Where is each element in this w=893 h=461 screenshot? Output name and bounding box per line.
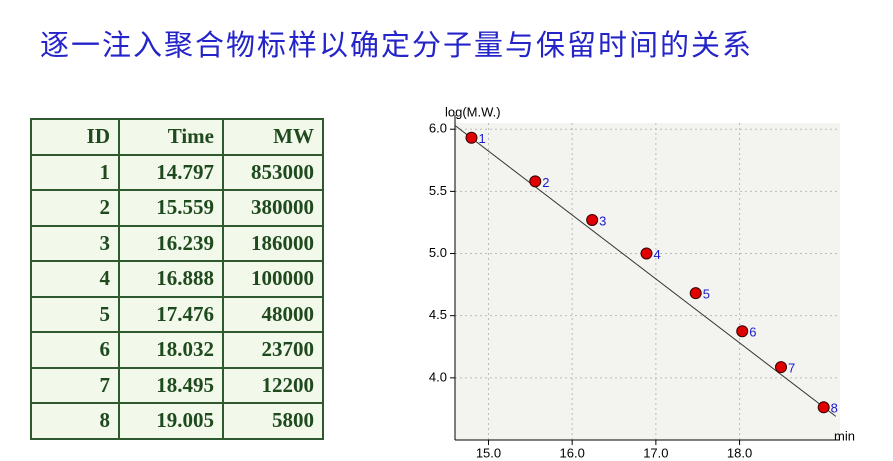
table-cell: 12200 bbox=[222, 366, 324, 404]
table-row: 3 16.239 186000 bbox=[30, 224, 324, 262]
point-label: 7 bbox=[788, 361, 795, 376]
table-cell: 100000 bbox=[222, 260, 324, 298]
data-point bbox=[529, 175, 542, 188]
table-cell: 7 bbox=[30, 366, 120, 404]
table-row: 6 18.032 23700 bbox=[30, 331, 324, 369]
table-cell: 17.476 bbox=[118, 295, 224, 333]
data-point bbox=[465, 131, 478, 144]
table-cell: 19.005 bbox=[118, 402, 224, 440]
table-row: 4 16.888 100000 bbox=[30, 260, 324, 298]
table-cell: 2 bbox=[30, 189, 120, 227]
point-label: 6 bbox=[749, 325, 756, 340]
table-row: 8 19.005 5800 bbox=[30, 402, 324, 440]
table-cell: 5 bbox=[30, 295, 120, 333]
plot-area bbox=[455, 123, 840, 440]
table-cell: 14.797 bbox=[118, 153, 224, 191]
y-tick-label: 4.0 bbox=[429, 369, 447, 384]
table-row: 7 18.495 12200 bbox=[30, 366, 324, 404]
point-label: 2 bbox=[542, 175, 549, 190]
table-row: 5 17.476 48000 bbox=[30, 295, 324, 333]
table-row: 2 15.559 380000 bbox=[30, 189, 324, 227]
table-cell: 16.888 bbox=[118, 260, 224, 298]
header-cell: ID bbox=[30, 118, 120, 156]
header-row: ID Time MW bbox=[30, 118, 324, 156]
y-tick-label: 5.5 bbox=[429, 183, 447, 198]
point-label: 3 bbox=[599, 213, 606, 228]
x-axis-label: min bbox=[834, 428, 855, 443]
data-table: ID Time MW 1 14.797 853000 2 15.559 380000 3 16.23… bbox=[30, 118, 324, 440]
slide-title: 逐一注入聚合物标样以确定分子量与保留时间的关系 bbox=[40, 30, 754, 62]
point-label: 1 bbox=[478, 131, 485, 146]
data-point bbox=[817, 401, 830, 414]
header-cell: Time bbox=[118, 118, 224, 156]
x-tick-label: 15.0 bbox=[476, 445, 501, 460]
table-cell: 18.032 bbox=[118, 331, 224, 369]
table-cell: 18.495 bbox=[118, 366, 224, 404]
table-cell: 380000 bbox=[222, 189, 324, 227]
fit-line bbox=[454, 125, 837, 417]
point-label: 5 bbox=[703, 287, 710, 302]
table-row: 1 14.797 853000 bbox=[30, 153, 324, 191]
table-cell: 23700 bbox=[222, 331, 324, 369]
table-cell: 3 bbox=[30, 224, 120, 262]
y-axis-label: log(M.W.) bbox=[445, 104, 501, 119]
point-label: 8 bbox=[831, 401, 838, 416]
table-cell: 15.559 bbox=[118, 189, 224, 227]
table-cell: 5800 bbox=[222, 402, 324, 440]
table-cell: 16.239 bbox=[118, 224, 224, 262]
data-point bbox=[736, 325, 749, 338]
x-tick-label: 16.0 bbox=[560, 445, 585, 460]
y-tick-label: 5.0 bbox=[429, 245, 447, 260]
x-tick-label: 17.0 bbox=[643, 445, 668, 460]
table-cell: 186000 bbox=[222, 224, 324, 262]
data-point bbox=[774, 361, 787, 374]
data-point bbox=[640, 247, 653, 260]
table-cell: 6 bbox=[30, 331, 120, 369]
header-cell: MW bbox=[222, 118, 324, 156]
table-cell: 4 bbox=[30, 260, 120, 298]
table-cell: 1 bbox=[30, 153, 120, 191]
table-cell: 853000 bbox=[222, 153, 324, 191]
data-point bbox=[586, 213, 599, 226]
data-point bbox=[689, 287, 702, 300]
x-tick-label: 18.0 bbox=[727, 445, 752, 460]
point-label: 4 bbox=[653, 247, 660, 262]
y-tick-label: 4.5 bbox=[429, 307, 447, 322]
table-cell: 48000 bbox=[222, 295, 324, 333]
table-cell: 8 bbox=[30, 402, 120, 440]
y-tick-label: 6.0 bbox=[429, 121, 447, 136]
